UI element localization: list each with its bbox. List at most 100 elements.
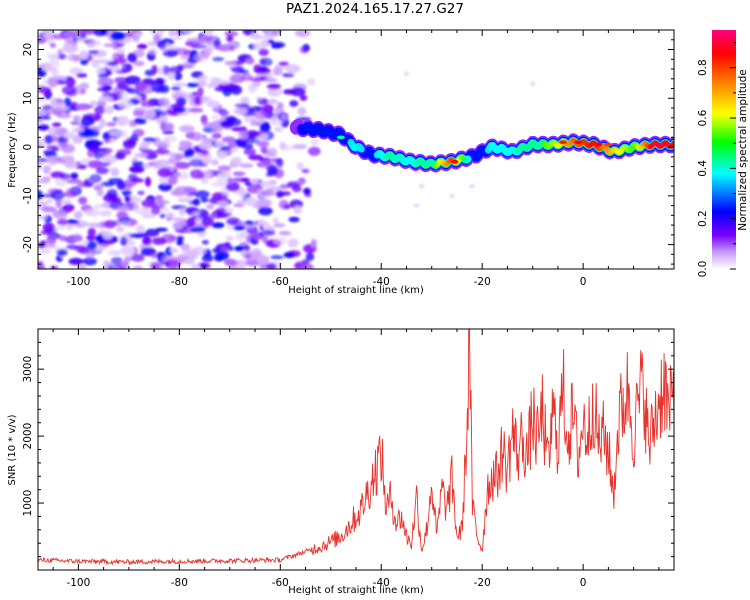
noise-blob: [134, 117, 147, 125]
noise-blob: [38, 190, 43, 200]
bottom-y-axis-title: SNR (10 * v/v): [7, 414, 18, 485]
noise-blob: [212, 57, 225, 62]
noise-blob: [41, 193, 57, 198]
noise-blob: [289, 100, 299, 107]
noise-blob: [164, 259, 181, 269]
noise-blob: [134, 207, 146, 215]
noise-blob: [251, 178, 259, 185]
x-tick-label: -20: [474, 577, 491, 589]
x-tick-label: -80: [171, 276, 188, 288]
noise-blob: [199, 141, 213, 151]
y-ticks-bottom: 1000 2000 3000: [22, 328, 674, 558]
noise-blob: [116, 180, 126, 190]
noise-blob: [171, 82, 188, 88]
noise-blob: [244, 253, 253, 260]
noise-blob: [77, 164, 87, 170]
noise-blob: [225, 181, 240, 192]
noise-blob: [38, 86, 52, 94]
noise-blob: [125, 75, 141, 85]
noise-blob: [95, 184, 104, 190]
noise-blob: [172, 107, 187, 113]
noise-blob: [121, 190, 132, 195]
noise-blob: [201, 254, 214, 262]
noise-blob: [171, 86, 181, 91]
noise-blob: [116, 211, 128, 220]
noise-blob: [297, 106, 307, 116]
colorbar-tick-label: 0.2: [697, 210, 709, 227]
noise-blob: [181, 30, 197, 33]
noise-blob: [116, 220, 124, 226]
y-tick-label: 20: [22, 43, 34, 56]
noise-blob: [310, 239, 317, 249]
noise-blob: [261, 235, 269, 243]
noise-blob: [213, 40, 221, 47]
noise-blob: [56, 53, 67, 60]
noise-blob: [67, 234, 83, 242]
noise-blob: [41, 30, 54, 34]
noise-blob: [140, 96, 147, 106]
noise-blob: [167, 157, 180, 165]
noise-blob: [150, 262, 160, 269]
noise-blob: [201, 210, 210, 220]
noise-blob: [216, 211, 228, 219]
noise-blob: [198, 171, 205, 180]
noise-blob: [293, 206, 302, 215]
noise-blob: [176, 239, 184, 246]
noise-blob: [122, 260, 129, 268]
noise-blob: [113, 129, 128, 138]
noise-blob: [195, 153, 203, 162]
noise-blob: [47, 127, 61, 137]
noise-blob: [89, 100, 98, 107]
noise-blob: [132, 110, 145, 117]
colorbar-tick-label: 0.8: [697, 59, 709, 76]
noise-blob: [158, 140, 171, 150]
noise-blob: [262, 221, 270, 230]
noise-blob: [55, 198, 63, 209]
noise-blob: [307, 78, 316, 86]
noise-blob: [145, 228, 160, 237]
noise-blob: [194, 96, 202, 105]
noise-blob: [245, 259, 261, 267]
noise-blob: [262, 104, 274, 114]
noise-blob: [250, 119, 258, 127]
noise-blob: [61, 85, 77, 96]
noise-blob: [217, 165, 232, 171]
noise-blob: [42, 222, 56, 233]
noise-blob: [126, 88, 140, 94]
noise-blob: [44, 60, 61, 69]
colorbar-tick-label: 0.6: [697, 109, 709, 126]
signal-track: [289, 118, 674, 173]
noise-blob: [299, 94, 308, 101]
noise-blob: [41, 176, 52, 182]
noise-blob: [266, 83, 281, 90]
noise-blob: [191, 39, 207, 45]
noise-blob: [144, 109, 156, 119]
x-tick-label: -40: [373, 276, 390, 288]
noise-blob: [121, 219, 131, 226]
noise-blob: [224, 30, 239, 37]
noise-blob: [150, 206, 161, 215]
noise-blob: [261, 30, 271, 34]
noise-blob: [272, 217, 279, 224]
noise-heatmap: [38, 30, 536, 269]
noise-blob: [239, 188, 247, 199]
noise-blob: [158, 97, 170, 107]
noise-blob: [157, 167, 172, 178]
noise-blob: [103, 259, 110, 269]
noise-blob: [120, 246, 136, 255]
colorbar: 0.0 0.2 0.4 0.6 0.8 Normalized spectral ampl…: [697, 30, 749, 277]
x-tick-label: -20: [474, 276, 491, 288]
colorbar-tick-label: 0.4: [697, 160, 709, 177]
noise-blob: [279, 141, 286, 151]
noise-blob: [179, 125, 195, 133]
colorbar-title: Normalized spectral amplitude: [737, 69, 749, 230]
noise-blob: [206, 203, 215, 210]
noise-blob: [99, 77, 114, 86]
noise-blob: [117, 101, 128, 109]
noise-blob: [65, 179, 82, 184]
noise-blob: [217, 200, 229, 208]
signal-peak: [574, 140, 583, 144]
noise-blob: [87, 40, 102, 47]
y-tick-label: 2000: [22, 423, 34, 450]
noise-blob: [59, 235, 67, 242]
